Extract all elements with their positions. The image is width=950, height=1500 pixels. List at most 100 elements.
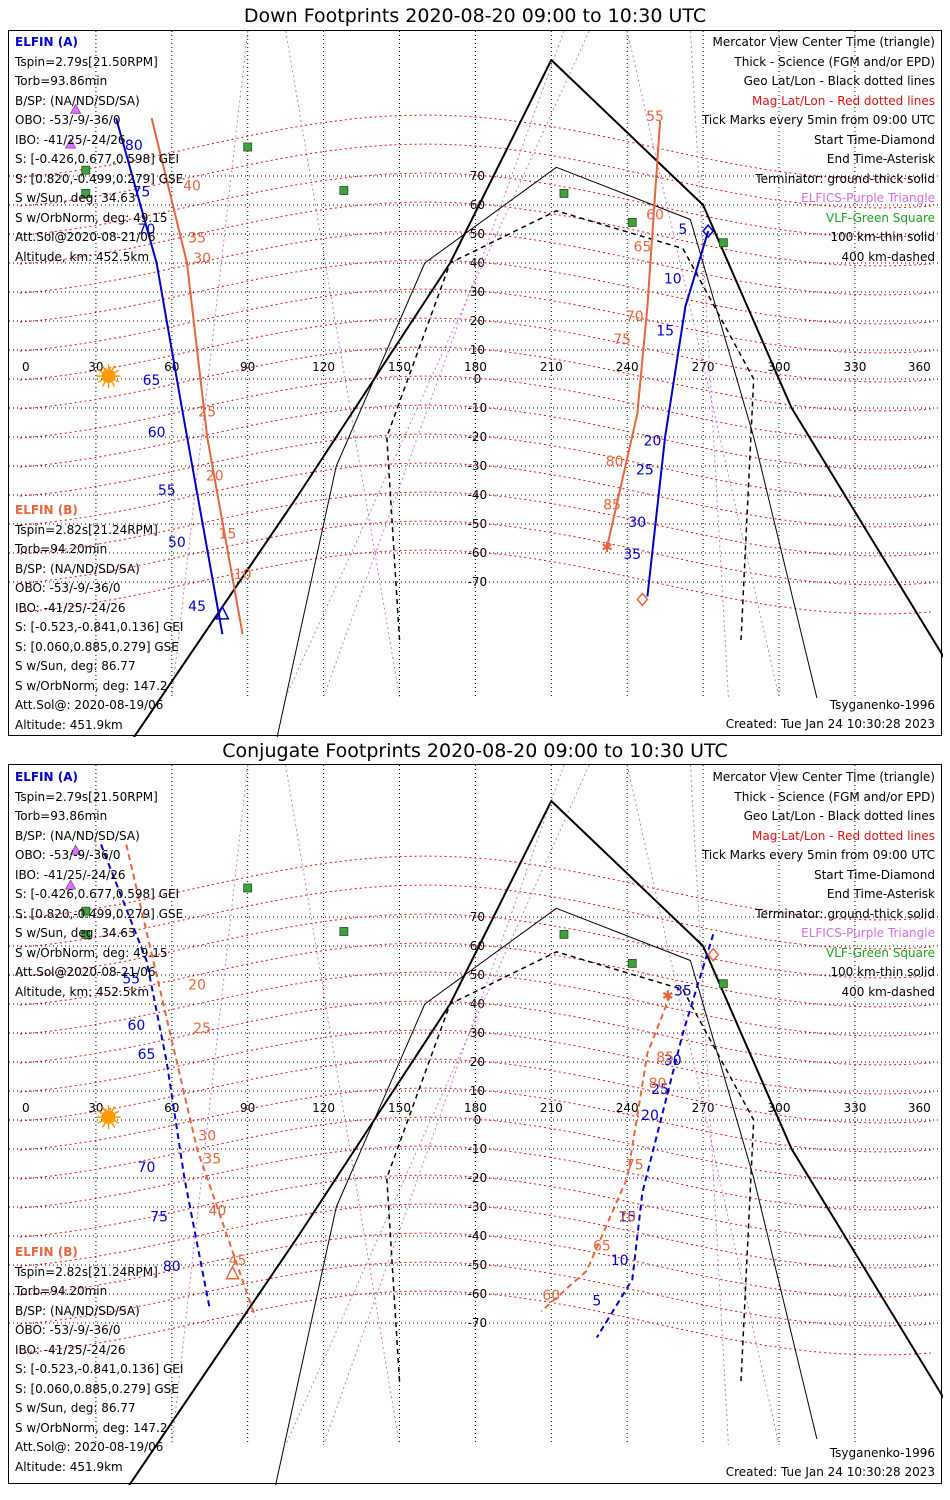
model-label: Tsyganenko-1996 <box>829 698 935 712</box>
elfin-b-track <box>606 120 662 548</box>
mag-parallel <box>19 143 931 209</box>
elfin-b-info: ELFIN (B) Tspin=2.82s[21.24RPM] Torb=94.20… <box>15 501 183 735</box>
sun-ray <box>97 1119 103 1124</box>
mag-meridian <box>171 31 249 698</box>
legend-line: Thick - Science (FGM and/or EPD) <box>734 54 935 69</box>
legend-line: Mag Lat/Lon - Red dotted lines <box>751 93 935 108</box>
elfin-b-info-line: Altitude: 451.9km <box>15 717 123 732</box>
mag-parallel <box>19 462 931 528</box>
map-canvas-down: 0 30 60 90 120 150 180 210 240 270 300 330 360706050… <box>9 31 943 737</box>
lat-tick-label: 40 <box>470 256 485 270</box>
lon-tick-label: 90 <box>240 360 255 374</box>
sun-ray <box>114 1110 120 1115</box>
elfin-b-info-line: B/SP: (NA/ND/SD/SA) <box>15 561 140 576</box>
legend-line: ELFICS-Purple Triangle <box>801 926 935 940</box>
lat-tick-label: 50 <box>470 227 485 241</box>
elfin-a-track <box>100 844 211 1309</box>
sun-ray <box>111 365 116 371</box>
vlf-station-square <box>627 217 637 227</box>
legend: Mercator View Center Time (triangle) Thic… <box>702 768 935 1002</box>
track-time-label: 20 <box>644 434 662 450</box>
elfin-b-info-line: OBO: -53/-9/-36/0 <box>15 581 121 595</box>
elfin-b-info-line: S w/Sun, deg: 86.77 <box>15 1401 136 1415</box>
track-time-label: 25 <box>636 463 654 479</box>
sun-disk <box>101 369 116 384</box>
mag-meridian <box>285 31 590 698</box>
mag-parallel <box>19 201 931 267</box>
track-time-label: 70 <box>138 1160 156 1176</box>
track-time-label: 85 <box>603 498 621 514</box>
vlf-station-square <box>627 958 637 968</box>
track-time-label: 55 <box>646 109 664 125</box>
elfin-b-info-line: B/SP: (NA/ND/SD/SA) <box>15 1303 140 1318</box>
vlf-station-square <box>718 979 728 989</box>
sun-ray <box>111 1106 116 1112</box>
elfin-a-info-line: Tspin=2.79s[21.50RPM] <box>15 789 158 804</box>
track-time-label: 80 <box>163 1259 181 1275</box>
lon-tick-label: 0 <box>22 360 30 374</box>
track-time-label: 45 <box>188 599 206 615</box>
sun-ray <box>97 378 103 383</box>
lat-tick-label: 10 <box>470 343 485 357</box>
track-time-label: 45 <box>229 1253 247 1269</box>
elfin-b-info-line: IBO: -41/25/-24/26 <box>15 600 126 615</box>
lat-tick-label: 10 <box>470 1084 485 1098</box>
elfics-station-triangle <box>69 103 82 114</box>
track-time-label: 35 <box>623 547 641 563</box>
lat-tick-label: 0 <box>474 1113 482 1127</box>
mag-parallel <box>19 549 931 615</box>
elfin-b-info: ELFIN (B) Tspin=2.82s[21.24RPM] Torb=94.20… <box>15 1243 183 1477</box>
elfin-b-track <box>125 844 257 1318</box>
track-time-label: 75 <box>626 1157 644 1173</box>
lat-tick-label: -10 <box>468 1142 488 1156</box>
lon-tick-label: 60 <box>164 1101 179 1115</box>
elfin-a-track <box>646 230 710 597</box>
legend-line: 100 km-thin solid <box>830 230 935 244</box>
lon-tick-label: 360 <box>908 360 931 374</box>
mag-parallel <box>19 913 931 979</box>
track-time-label: 5 <box>678 222 687 238</box>
map-panel-conjugate: 0 30 60 90 120 150 180 210 240 270 300 330 360 70 60 50… <box>8 764 943 1485</box>
elfin-a-info-line: S: [-0.426,0.677,0.598] GEI <box>15 152 180 166</box>
vlf-station-square <box>243 142 253 152</box>
lat-tick-label: 0 <box>474 372 482 386</box>
elfin-a-info-line: S w/OrbNorm, deg: 49.15 <box>15 945 168 960</box>
lat-tick-label: -60 <box>468 1287 488 1301</box>
track-time-label: 25 <box>198 405 216 421</box>
lat-tick-label: 20 <box>470 314 485 328</box>
elfin-b-info-line: Att.Sol@: 2020-08-19/06 <box>15 1440 164 1454</box>
track-time-label: 75 <box>150 1210 168 1226</box>
track-time-label: 55 <box>158 483 176 499</box>
lat-tick-label: -20 <box>468 1171 488 1185</box>
panel-title-conjugate: Conjugate Footprints 2020-08-20 09:00 to… <box>222 740 728 762</box>
legend-line: 400 km-dashed <box>841 249 935 264</box>
created-label: Created: Tue Jan 24 10:30:28 2023 <box>725 1465 935 1479</box>
track-time-label: 70 <box>138 222 156 238</box>
terminator-100km <box>276 166 818 737</box>
elfin-b-info-line: ELFIN (B) <box>15 503 78 517</box>
sun-ray <box>114 378 120 383</box>
lon-tick-label: 180 <box>464 360 487 374</box>
lon-tick-label: 0 <box>22 1101 30 1115</box>
elfin-a-info-line: ELFIN (A) <box>15 35 78 49</box>
elfin-b-info-line: Att.Sol@: 2020-08-19/06 <box>15 698 164 712</box>
mag-parallel <box>19 346 931 412</box>
track-time-label: 20 <box>641 1108 659 1124</box>
mag-parallel <box>19 1145 931 1211</box>
lon-tick-label: 180 <box>464 1101 487 1115</box>
mag-parallel <box>19 1000 931 1066</box>
lon-tick-label: 360 <box>908 1101 931 1115</box>
mag-parallel <box>19 114 931 180</box>
mag-meridian <box>285 31 400 698</box>
center-time-triangle <box>215 605 230 620</box>
vlf-station-square <box>81 929 91 939</box>
elfin-b-info-line: ELFIN (B) <box>15 1245 78 1259</box>
elfin-a-info-line: Altitude, km: 452.5km <box>15 984 150 999</box>
track-time-label: 30 <box>628 515 646 531</box>
legend-line: 100 km-thin solid <box>830 965 935 979</box>
lon-tick-label: 210 <box>540 1101 563 1115</box>
mag-parallel <box>19 1087 931 1153</box>
sun-ray <box>97 369 103 374</box>
elfin-a-info: ELFIN (A) Tspin=2.79s[21.50RPM] Torb=93.86… <box>15 33 183 267</box>
elfin-b-info-line: S w/OrbNorm, deg: 147.2 <box>15 1420 168 1435</box>
